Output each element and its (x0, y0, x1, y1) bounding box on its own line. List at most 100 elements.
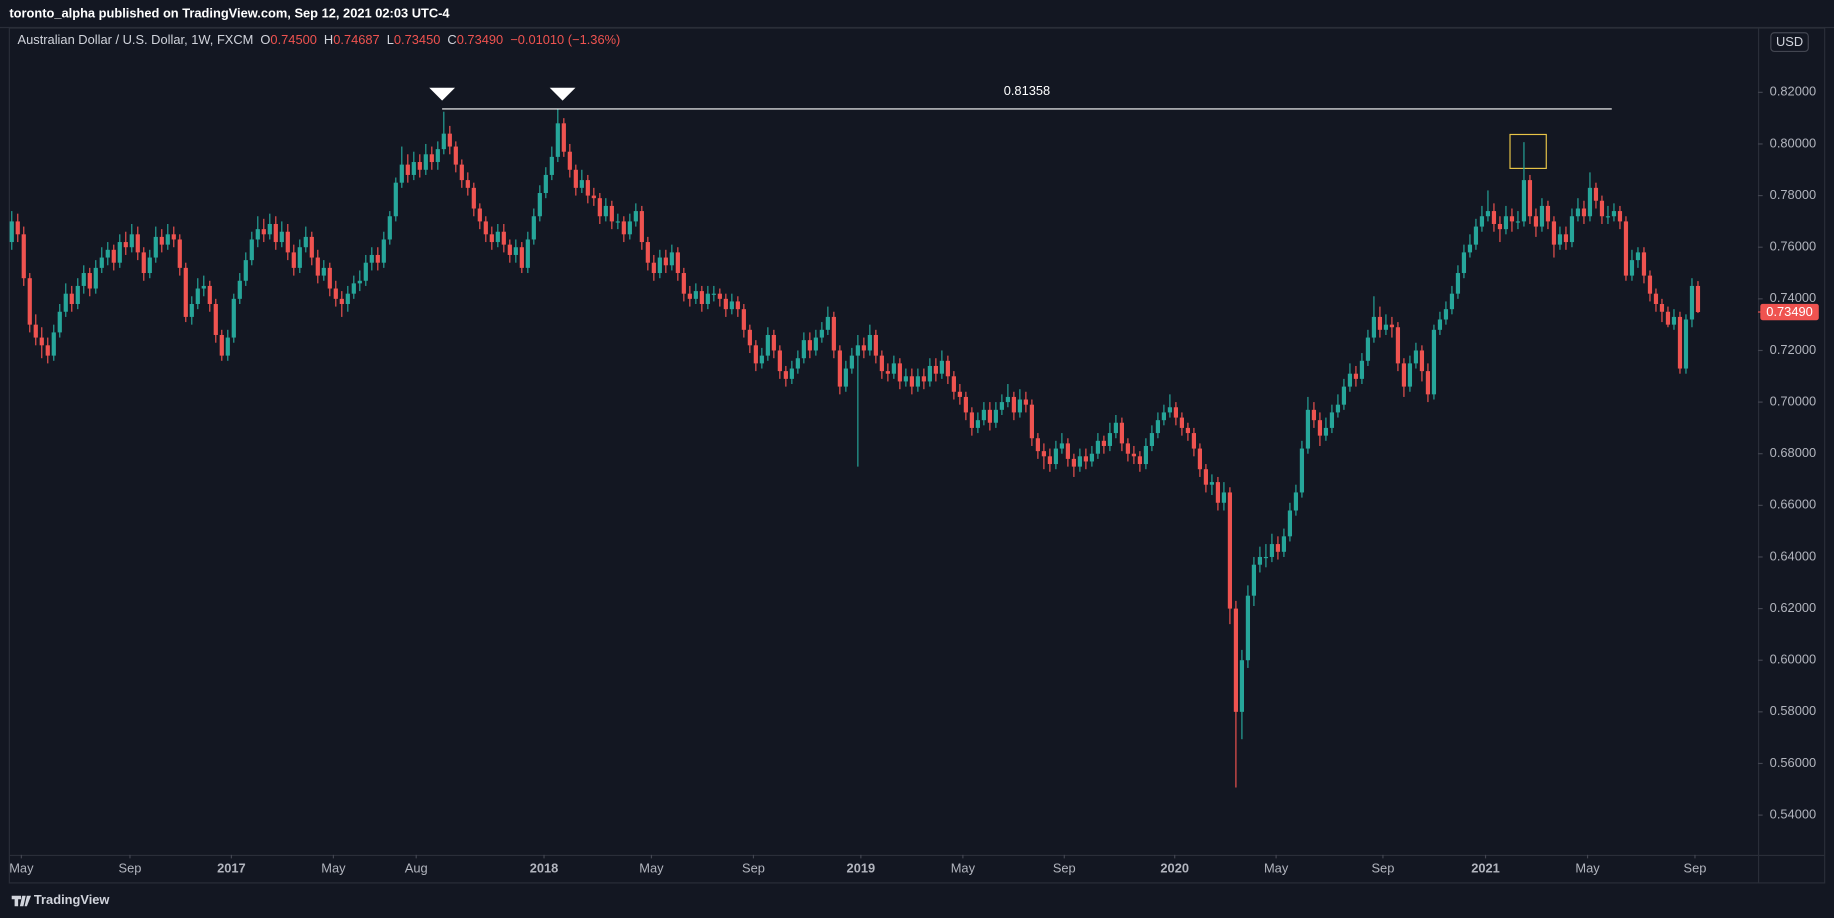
candle-body (519, 247, 524, 268)
candle-body (1695, 285, 1701, 313)
candle-body (165, 234, 170, 245)
y-tick-label: 0.80000 (1770, 135, 1816, 150)
x-tick-label: Sep (1684, 860, 1707, 875)
candle-body (1503, 216, 1509, 230)
currency-box[interactable] (1770, 32, 1809, 53)
candle-body (663, 257, 668, 266)
x-tick-label: May (951, 860, 976, 875)
candle-body (1443, 309, 1449, 320)
last-price-tag (1760, 303, 1819, 321)
candle-body (1017, 399, 1022, 413)
candle-body (939, 360, 944, 374)
peak-marker (429, 87, 455, 101)
candle-body (1479, 216, 1485, 227)
candle-body (1431, 329, 1437, 395)
candle-body (567, 151, 572, 170)
candle-body (777, 350, 782, 372)
candle-body (1401, 363, 1407, 387)
legend-change: −0.01010 (−1.36%) (510, 32, 620, 47)
candle-body (1023, 399, 1028, 405)
candle-body (1461, 252, 1467, 274)
candle-body (1575, 208, 1581, 217)
candle-body (381, 239, 386, 263)
candle-body (9, 221, 14, 243)
candle-body (1563, 234, 1569, 243)
candle-body (309, 236, 314, 258)
candle-body (579, 180, 584, 188)
candle-body (1557, 234, 1563, 245)
candle-body (1089, 453, 1094, 462)
candle-body (261, 229, 266, 235)
candle-body (273, 223, 278, 243)
candle-body (921, 376, 926, 382)
candle-body (1617, 211, 1623, 222)
candle-body (1659, 304, 1665, 312)
candle-body (903, 376, 908, 382)
candle-body (1389, 324, 1395, 328)
candle-body (837, 350, 842, 387)
candle-body (993, 409, 998, 423)
candle-body (21, 234, 26, 279)
candle-body (951, 376, 956, 392)
candle-body (267, 223, 272, 235)
candle-body (87, 273, 92, 289)
candle-body (1449, 293, 1455, 310)
legend-close: 0.73490 (457, 32, 503, 47)
candle-body (141, 252, 146, 274)
candle-body (345, 293, 350, 305)
candle-body (1623, 221, 1629, 276)
candle-body (531, 216, 536, 240)
candle-body (1071, 458, 1076, 467)
candle-body (351, 283, 356, 294)
y-tick-label: 0.54000 (1770, 806, 1816, 821)
x-tick-label: May (9, 860, 34, 875)
candle-body (75, 285, 80, 305)
candle-body (1299, 448, 1305, 493)
candle-body (453, 146, 458, 165)
candle-body (705, 293, 710, 305)
candle-body (405, 164, 410, 175)
candle-body (1011, 396, 1016, 413)
candle-body (213, 304, 218, 335)
candle-body (963, 396, 968, 413)
candle-body (1539, 205, 1545, 227)
candle-body (1053, 448, 1058, 465)
candle-body (759, 355, 764, 364)
candle-body (1305, 409, 1311, 449)
legend-high-label: H (324, 32, 333, 47)
candle-body (99, 257, 104, 268)
candle-body (27, 278, 32, 325)
y-tick-label: 0.76000 (1770, 239, 1816, 254)
candle-body (45, 345, 50, 356)
candle-body (573, 169, 578, 188)
candle-body (699, 291, 704, 305)
candle-body (1491, 211, 1497, 224)
candle-body (1245, 595, 1251, 661)
candle-body (543, 174, 548, 194)
candle-body (93, 267, 98, 289)
y-tick-label: 0.72000 (1770, 342, 1816, 357)
brand-name[interactable]: TradingView (34, 892, 111, 907)
legend-open: 0.74500 (270, 32, 316, 47)
candle-body (477, 208, 482, 222)
candle-body (249, 239, 254, 261)
candle-body (729, 301, 734, 310)
candle-body (1215, 482, 1221, 503)
brand-logo[interactable] (11, 895, 31, 907)
candle-body (363, 262, 368, 281)
candle-body (411, 162, 416, 175)
candle-body (1221, 492, 1227, 503)
candle-body (807, 340, 812, 351)
candle-body (1311, 409, 1317, 421)
candle-body (1107, 433, 1112, 446)
candle-body (1149, 433, 1154, 446)
candle-body (111, 249, 116, 263)
candle-body (1065, 443, 1070, 459)
last-price-label: 0.73490 (1766, 304, 1812, 319)
y-tick-label: 0.62000 (1770, 600, 1816, 615)
candle-body (1005, 396, 1010, 403)
currency-label[interactable]: USD (1776, 34, 1803, 49)
candle-body (999, 402, 1004, 410)
candle-body (1041, 451, 1046, 457)
